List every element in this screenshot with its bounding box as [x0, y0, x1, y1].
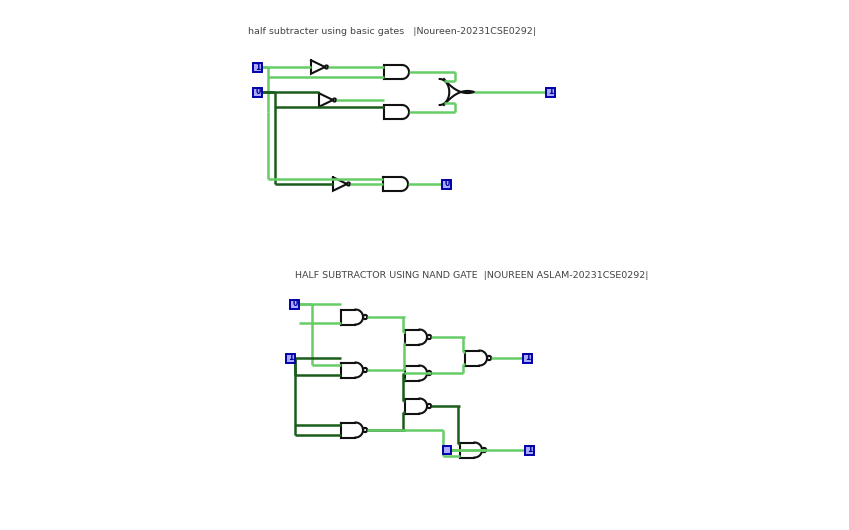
Text: 0: 0	[444, 180, 450, 189]
Bar	[443, 446, 451, 454]
Text: 0: 0	[292, 299, 298, 308]
Text: 1: 1	[256, 63, 261, 72]
Bar	[254, 87, 262, 96]
Bar	[524, 354, 532, 363]
Bar	[526, 446, 535, 455]
Text: 1: 1	[526, 354, 531, 363]
Text: 1: 1	[289, 354, 294, 363]
Bar	[442, 180, 452, 189]
Text: 0: 0	[256, 87, 261, 96]
Bar	[547, 87, 555, 96]
Bar	[254, 63, 262, 72]
Bar	[290, 299, 300, 308]
Text: 1: 1	[548, 87, 554, 96]
Text: HALF SUBTRACTOR USING NAND GATE  |NOUREEN ASLAM-20231CSE0292|: HALF SUBTRACTOR USING NAND GATE |NOUREEN…	[295, 271, 649, 280]
Bar	[286, 354, 295, 363]
Text: 1: 1	[527, 446, 532, 455]
Text: half subtracter using basic gates   |Noureen-20231CSE0292|: half subtracter using basic gates |Noure…	[248, 28, 536, 37]
